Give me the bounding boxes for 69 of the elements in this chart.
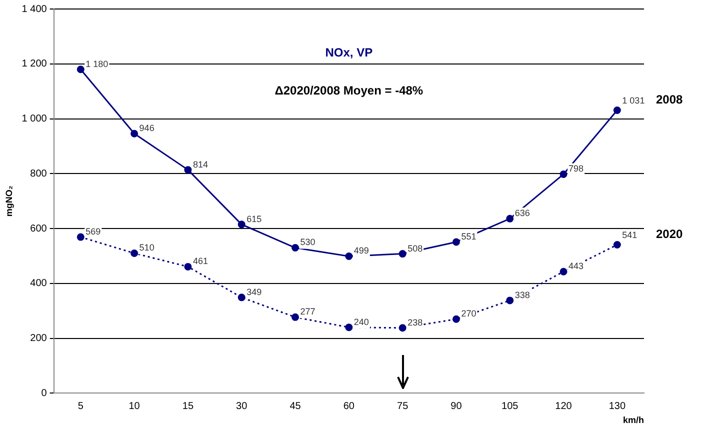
point xyxy=(398,324,406,332)
point xyxy=(238,220,246,228)
data-label: 443 xyxy=(568,261,584,272)
point xyxy=(345,324,353,332)
point xyxy=(560,170,568,178)
x-tick-label: 90 xyxy=(450,400,462,412)
text: 2020 xyxy=(656,227,684,242)
data-label: 569 xyxy=(86,226,101,237)
y-tick-label: 600 xyxy=(30,223,48,234)
annotation: Δ2020/2008 Moyen = -48% xyxy=(274,83,424,98)
data-label: 798 xyxy=(568,164,584,174)
x-tick-label: 105 xyxy=(502,400,519,412)
x-tick-label: 15 xyxy=(182,400,194,412)
point xyxy=(345,252,353,260)
data-label: 946 xyxy=(139,123,154,134)
data-label: 277 xyxy=(300,306,316,317)
data-label: 499 xyxy=(354,246,369,256)
data-label: 510 xyxy=(139,242,154,253)
point xyxy=(560,268,568,276)
point xyxy=(130,130,138,138)
point xyxy=(398,250,406,258)
x-axis-title: km/h xyxy=(622,415,644,426)
point xyxy=(292,313,300,321)
x-tick-label: 10 xyxy=(128,400,140,412)
data-label: 461 xyxy=(192,256,208,266)
data-label: 508 xyxy=(408,243,423,254)
point xyxy=(184,262,192,270)
data-label: 238 xyxy=(408,317,423,328)
data-label: 349 xyxy=(246,286,262,297)
point xyxy=(184,166,192,174)
data-label: 240 xyxy=(354,316,369,327)
point xyxy=(130,249,138,257)
data-label: 615 xyxy=(246,214,262,224)
point xyxy=(76,66,84,74)
point xyxy=(506,296,514,304)
data-label: 541 xyxy=(622,230,638,240)
data-label: 270 xyxy=(461,308,476,319)
y-tick-label: 800 xyxy=(30,168,48,180)
point xyxy=(452,315,460,323)
point xyxy=(292,244,300,252)
x-tick-label: 45 xyxy=(290,400,302,412)
point xyxy=(452,238,460,246)
data-label: 551 xyxy=(461,231,476,242)
x-tick-label: 60 xyxy=(343,400,355,412)
data-label: 1 180 xyxy=(86,58,108,69)
y-axis-title: mgNO₂ xyxy=(4,186,14,217)
x-tick-label: 5 xyxy=(78,400,84,412)
point xyxy=(613,106,621,114)
y-tick-label: 200 xyxy=(30,333,48,344)
data-label: 636 xyxy=(514,208,530,218)
y-tick-label: 1 400 xyxy=(22,4,48,15)
data-label: 530 xyxy=(300,237,316,248)
data-label: 1 031 xyxy=(622,96,645,106)
point xyxy=(76,233,84,241)
data-label: 338 xyxy=(514,290,530,300)
text: 2008 xyxy=(656,92,684,107)
x-tick-label: 30 xyxy=(236,400,248,412)
data-label: 814 xyxy=(192,159,208,170)
y-tick-label: 400 xyxy=(30,278,48,290)
point xyxy=(506,214,514,222)
y-tick-label: 1 200 xyxy=(22,58,48,70)
x-tick-label: 130 xyxy=(608,400,626,412)
point xyxy=(613,240,621,248)
x-tick-label: 75 xyxy=(397,400,409,412)
x-tick-label: 120 xyxy=(555,400,572,412)
point xyxy=(238,294,246,302)
y-tick-label: 0 xyxy=(41,388,48,399)
y-tick-label: 1 000 xyxy=(22,114,48,125)
text: NOx, VP xyxy=(325,45,373,60)
